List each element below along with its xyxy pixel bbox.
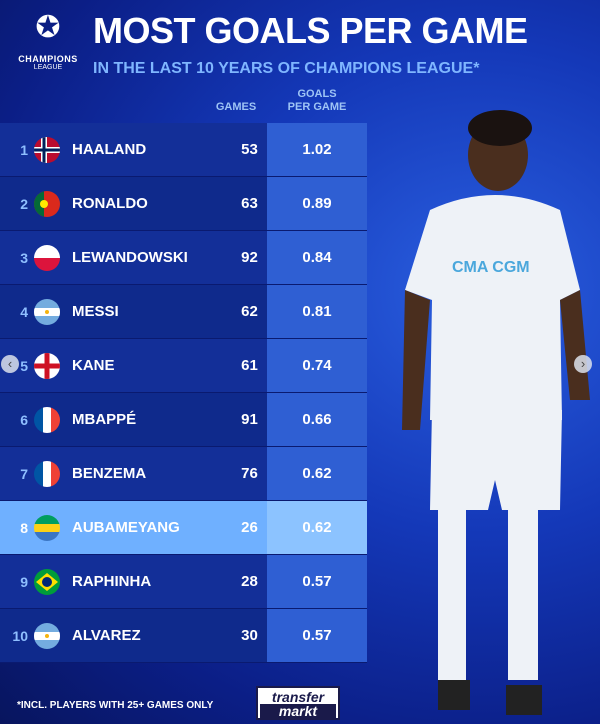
rank: 1 bbox=[20, 141, 28, 158]
prev-slide-button[interactable]: ‹ bbox=[1, 355, 19, 373]
page-subtitle: IN THE LAST 10 YEARS OF CHAMPIONS LEAGUE… bbox=[93, 60, 480, 77]
flag-england-icon bbox=[34, 352, 60, 379]
rank: 6 bbox=[20, 411, 28, 428]
games-value: 62 bbox=[241, 303, 258, 320]
table-row: 5 KANE 61 0.74 bbox=[0, 339, 367, 393]
rank: 2 bbox=[20, 195, 28, 212]
brand-line2: markt bbox=[260, 704, 336, 718]
col-header-games: GAMES bbox=[215, 101, 257, 113]
goals-per-game-value: 0.81 bbox=[267, 285, 367, 338]
rank: 8 bbox=[20, 519, 28, 536]
goals-per-game-value: 0.74 bbox=[267, 339, 367, 392]
flag-gabon-icon bbox=[34, 514, 60, 541]
goals-per-game-value: 0.66 bbox=[267, 393, 367, 446]
player-photo: CMA CGM bbox=[402, 110, 590, 715]
goals-per-game-value: 0.89 bbox=[267, 177, 367, 230]
flag-france-icon bbox=[34, 406, 60, 433]
player-name: KANE bbox=[72, 357, 115, 374]
next-slide-button[interactable]: › bbox=[574, 355, 592, 373]
flag-argentina-icon bbox=[34, 622, 60, 649]
flag-portugal-icon bbox=[34, 190, 60, 217]
logo-text: CHAMPIONS bbox=[18, 54, 78, 64]
logo-text-league: LEAGUE bbox=[33, 64, 63, 71]
flag-brazil-icon bbox=[34, 568, 60, 595]
rank: 7 bbox=[20, 465, 28, 482]
table-row: 1 HAALAND 53 1.02 bbox=[0, 123, 367, 177]
player-name: LEWANDOWSKI bbox=[72, 249, 188, 266]
games-value: 30 bbox=[241, 627, 258, 644]
flag-france-icon bbox=[34, 460, 60, 487]
rank: 5 bbox=[20, 357, 28, 374]
games-value: 92 bbox=[241, 249, 258, 266]
games-value: 61 bbox=[241, 357, 258, 374]
table-row: 7 BENZEMA 76 0.62 bbox=[0, 447, 367, 501]
player-name: MESSI bbox=[72, 303, 119, 320]
games-value: 28 bbox=[241, 573, 258, 590]
champions-league-logo: ✪ CHAMPIONS LEAGUE bbox=[14, 11, 82, 72]
table-row: 8 AUBAMEYANG 26 0.62 bbox=[0, 501, 367, 555]
goals-per-game-value: 0.84 bbox=[267, 231, 367, 284]
games-value: 63 bbox=[241, 195, 258, 212]
col-header-gpg: GOALS PER GAME bbox=[267, 88, 367, 114]
col-header-gpg-2: PER GAME bbox=[287, 101, 347, 113]
goals-per-game-value: 0.62 bbox=[267, 501, 367, 554]
player-name: AUBAMEYANG bbox=[72, 519, 180, 536]
table-row: 2 RONALDO 63 0.89 bbox=[0, 177, 367, 231]
games-value: 91 bbox=[241, 411, 258, 428]
table-row: 6 MBAPPÉ 91 0.66 bbox=[0, 393, 367, 447]
goals-per-game-value: 1.02 bbox=[267, 123, 367, 176]
player-name: HAALAND bbox=[72, 141, 147, 158]
table-row: 9 RAPHINHA 28 0.57 bbox=[0, 555, 367, 609]
transfermarkt-logo: transfer markt bbox=[256, 686, 340, 720]
svg-text:CMA CGM: CMA CGM bbox=[452, 259, 530, 276]
starball-icon: ✪ bbox=[35, 11, 61, 44]
player-name: RAPHINHA bbox=[72, 573, 152, 590]
col-header-gpg-1: GOALS bbox=[297, 88, 337, 100]
brand-line1: transfer bbox=[271, 689, 325, 705]
player-name: MBAPPÉ bbox=[72, 411, 137, 428]
player-name: BENZEMA bbox=[72, 465, 147, 482]
goals-per-game-value: 0.57 bbox=[267, 555, 367, 608]
rank: 9 bbox=[20, 573, 28, 590]
rank: 10 bbox=[12, 627, 28, 644]
rank: 3 bbox=[20, 249, 28, 266]
games-value: 53 bbox=[241, 141, 258, 158]
ranking-table: 1 HAALAND 53 1.02 2 RONALDO 63 0.89 3 LEWA… bbox=[0, 123, 367, 663]
rank: 4 bbox=[20, 303, 28, 320]
player-name: RONALDO bbox=[72, 195, 148, 212]
games-value: 26 bbox=[241, 519, 258, 536]
goals-per-game-value: 0.62 bbox=[267, 447, 367, 500]
flag-poland-icon bbox=[34, 244, 60, 271]
flag-argentina-icon bbox=[34, 298, 60, 325]
table-row: 10 ALVAREZ 30 0.57 bbox=[0, 609, 367, 663]
player-name: ALVAREZ bbox=[72, 627, 141, 644]
table-row: 3 LEWANDOWSKI 92 0.84 bbox=[0, 231, 367, 285]
flag-norway-icon bbox=[34, 136, 60, 163]
table-row: 4 MESSI 62 0.81 bbox=[0, 285, 367, 339]
goals-per-game-value: 0.57 bbox=[267, 609, 367, 662]
footnote: *INCL. PLAYERS WITH 25+ GAMES ONLY bbox=[17, 700, 214, 711]
page-title: MOST GOALS PER GAME bbox=[93, 10, 528, 51]
games-value: 76 bbox=[241, 465, 258, 482]
